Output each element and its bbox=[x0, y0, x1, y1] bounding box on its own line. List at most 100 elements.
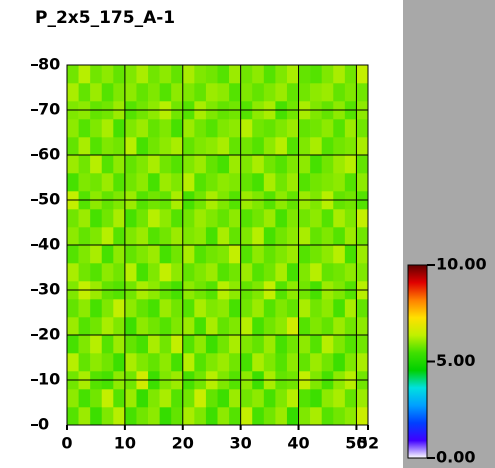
heatmap-cell bbox=[205, 389, 218, 408]
heatmap-cell bbox=[205, 263, 218, 282]
heatmap-cell bbox=[90, 263, 103, 282]
heatmap-cell bbox=[124, 407, 137, 426]
heatmap-cell bbox=[298, 83, 311, 102]
heatmap-cell bbox=[136, 299, 149, 318]
heatmap-cell bbox=[298, 227, 311, 246]
heatmap-cell bbox=[90, 407, 103, 426]
heatmap-cell bbox=[310, 65, 322, 84]
heatmap-cell bbox=[182, 389, 195, 408]
heatmap-cell bbox=[124, 83, 137, 102]
heatmap-cell bbox=[159, 65, 172, 84]
heatmap-cell bbox=[229, 119, 241, 138]
heatmap-cell bbox=[136, 137, 149, 156]
heatmap-cell bbox=[78, 353, 91, 372]
heatmap-cell bbox=[124, 389, 137, 408]
heatmap-cell bbox=[159, 299, 172, 318]
heatmap-cell bbox=[182, 65, 195, 84]
heatmap-cell bbox=[205, 119, 218, 138]
heatmap-cell bbox=[333, 407, 346, 426]
heatmap-cell bbox=[171, 227, 184, 246]
y-tick-label: 10 bbox=[38, 370, 60, 389]
heatmap-cell bbox=[252, 299, 265, 318]
heatmap-cell bbox=[148, 173, 160, 192]
heatmap-cell bbox=[159, 317, 172, 336]
heatmap-cell bbox=[310, 335, 322, 354]
heatmap-cell bbox=[67, 227, 79, 246]
heatmap-cell bbox=[194, 137, 207, 156]
heatmap-cell bbox=[333, 155, 346, 174]
heatmap-cell bbox=[217, 353, 230, 372]
heatmap-cell bbox=[298, 353, 311, 372]
heatmap-cell bbox=[217, 137, 230, 156]
heatmap-cell bbox=[252, 155, 265, 174]
heatmap-cell bbox=[263, 263, 276, 282]
heatmap-cell bbox=[101, 335, 114, 354]
heatmap-cell bbox=[194, 407, 207, 426]
heatmap-cell bbox=[194, 119, 207, 138]
heatmap-cell bbox=[171, 119, 184, 138]
heatmap-cell bbox=[67, 173, 79, 192]
heatmap-cell bbox=[78, 407, 91, 426]
heatmap-cell bbox=[101, 407, 114, 426]
heatmap-cell bbox=[217, 173, 230, 192]
heatmap-cell bbox=[286, 155, 299, 174]
heatmap-cell bbox=[78, 155, 91, 174]
heatmap-cell bbox=[252, 173, 265, 192]
heatmap-cell bbox=[275, 299, 288, 318]
heatmap-cell bbox=[240, 389, 253, 408]
heatmap-cell bbox=[356, 65, 369, 84]
heatmap-cell bbox=[286, 209, 299, 228]
heatmap-cell bbox=[229, 155, 241, 174]
heatmap-cell bbox=[90, 155, 103, 174]
heatmap-cell bbox=[194, 299, 207, 318]
heatmap-cell bbox=[148, 353, 160, 372]
heatmap-cell bbox=[136, 317, 149, 336]
heatmap-cell bbox=[356, 353, 369, 372]
heatmap-cell bbox=[159, 389, 172, 408]
heatmap-cell bbox=[298, 335, 311, 354]
heatmap-cell bbox=[344, 155, 357, 174]
heatmap-cell bbox=[263, 155, 276, 174]
colorbar-tick-label: 10.00 bbox=[436, 255, 487, 274]
heatmap-cell bbox=[205, 155, 218, 174]
heatmap-cell bbox=[113, 299, 126, 318]
heatmap-cell bbox=[217, 209, 230, 228]
heatmap-cell bbox=[344, 263, 357, 282]
heatmap-cell bbox=[78, 173, 91, 192]
heatmap-cell bbox=[310, 209, 322, 228]
heatmap-cell bbox=[275, 119, 288, 138]
heatmap-cell bbox=[240, 263, 253, 282]
heatmap-cell bbox=[90, 173, 103, 192]
heatmap-cell bbox=[101, 65, 114, 84]
heatmap-cell bbox=[171, 65, 184, 84]
heatmap-cell bbox=[252, 209, 265, 228]
heatmap-cell bbox=[286, 227, 299, 246]
y-tick-label: 0 bbox=[38, 415, 49, 434]
heatmap-cell bbox=[298, 155, 311, 174]
heatmap-cell bbox=[67, 317, 79, 336]
heatmap-cell bbox=[344, 299, 357, 318]
heatmap-cell bbox=[356, 83, 369, 102]
heatmap-cell bbox=[182, 299, 195, 318]
y-tick-label: 50 bbox=[38, 190, 60, 209]
heatmap-cell bbox=[229, 389, 241, 408]
heatmap-cell bbox=[159, 353, 172, 372]
heatmap-cell bbox=[171, 263, 184, 282]
heatmap-cell bbox=[321, 389, 334, 408]
heatmap-cell bbox=[113, 407, 126, 426]
heatmap-cell bbox=[252, 263, 265, 282]
heatmap-cell bbox=[124, 353, 137, 372]
heatmap-cell bbox=[321, 119, 334, 138]
heatmap-cell bbox=[148, 83, 160, 102]
heatmap-cell bbox=[240, 137, 253, 156]
heatmap-cell bbox=[67, 83, 79, 102]
heatmap-cell bbox=[171, 335, 184, 354]
heatmap-cell bbox=[229, 317, 241, 336]
heatmap-cell bbox=[194, 65, 207, 84]
heatmap-cell bbox=[78, 209, 91, 228]
heatmap-cell bbox=[229, 335, 241, 354]
heatmap-cell bbox=[182, 353, 195, 372]
heatmap-cell bbox=[124, 65, 137, 84]
heatmap-cell bbox=[159, 173, 172, 192]
heatmap-cell bbox=[148, 245, 160, 264]
